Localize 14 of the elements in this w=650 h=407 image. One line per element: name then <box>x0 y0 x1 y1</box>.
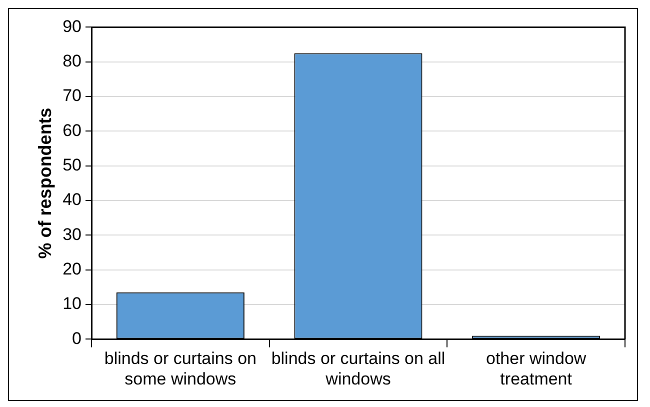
x-tick-label: blinds or curtains on some windows <box>104 349 256 388</box>
y-tick-label: 30 <box>62 224 82 244</box>
y-tick-label: 10 <box>62 294 82 314</box>
y-tick-label: 90 <box>62 16 82 36</box>
y-tick-label: 70 <box>62 86 82 106</box>
y-tick-label: 80 <box>62 52 82 71</box>
y-tick-label: 60 <box>62 120 82 140</box>
y-tick-label: 0 <box>72 328 82 348</box>
y-axis-title: % of respondents <box>34 108 55 259</box>
x-tick-label: other window treatment <box>486 349 587 388</box>
y-tick-label: 20 <box>62 260 82 279</box>
y-tick-label: 50 <box>62 156 82 175</box>
x-tick-label: blinds or curtains on all windows <box>271 349 446 388</box>
y-tick-label: 40 <box>62 190 82 210</box>
